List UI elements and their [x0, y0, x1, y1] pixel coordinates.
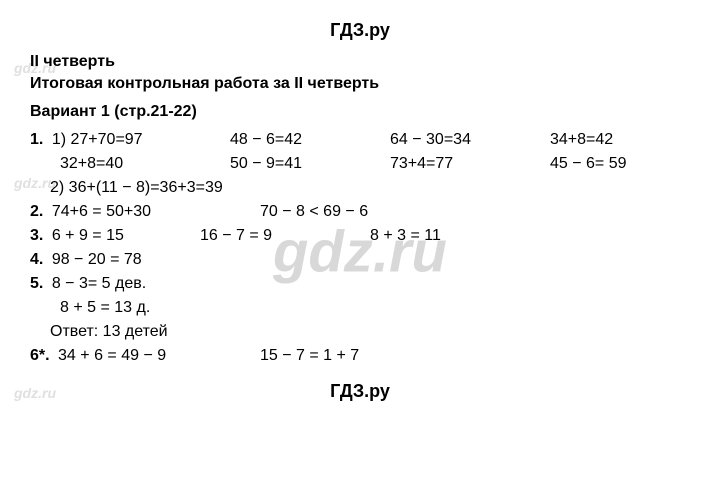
- p2-b: 70 − 8 < 69 − 6: [260, 203, 368, 221]
- p1-r1-c: 64 − 30=34: [390, 131, 550, 149]
- p6-a: 34 + 6 = 49 − 9: [58, 347, 166, 364]
- p3-a: 6 + 9 = 15: [52, 227, 124, 244]
- p1-label: 1.: [30, 131, 43, 148]
- p5-line1: 5. 8 − 3= 5 дев.: [30, 275, 690, 293]
- p1-r2-a: 32+8=40: [60, 155, 230, 173]
- p1-r2-b: 50 − 9=41: [230, 155, 390, 173]
- p1-r1-a: 27+70=97: [71, 131, 143, 148]
- p2-a: 74+6 = 50+30: [52, 203, 151, 220]
- p6-b: 15 − 7 = 1 + 7: [260, 347, 359, 365]
- p4-row: 4. 98 − 20 = 78: [30, 251, 690, 269]
- variant-label: Вариант 1 (стр.21-22): [30, 103, 690, 121]
- p3-b: 16 − 7 = 9: [200, 227, 370, 245]
- content-area: II четверть Итоговая контрольная работа …: [30, 53, 690, 365]
- p1-r1-b: 48 − 6=42: [230, 131, 390, 149]
- p6-row: 6*. 34 + 6 = 49 − 9 15 − 7 = 1 + 7: [30, 347, 690, 365]
- p5-label: 5.: [30, 275, 43, 292]
- subtitle: Итоговая контрольная работа за II четвер…: [30, 75, 690, 93]
- p3-row: 3. 6 + 9 = 15 16 − 7 = 9 8 + 3 = 11: [30, 227, 690, 245]
- page-header: ГДЗ.ру: [30, 20, 690, 41]
- p4-text: 98 − 20 = 78: [52, 251, 142, 268]
- p1-part1-label: 1): [52, 131, 66, 148]
- p4-label: 4.: [30, 251, 43, 268]
- p1-r1-d: 34+8=42: [550, 131, 690, 149]
- p1-row2: 32+8=40 50 − 9=41 73+4=77 45 − 6= 59: [30, 155, 690, 173]
- p3-c: 8 + 3 = 11: [370, 227, 441, 245]
- p1-r2-c: 73+4=77: [390, 155, 550, 173]
- section-label: II четверть: [30, 53, 690, 71]
- p5-answer: Ответ: 13 детей: [30, 323, 690, 341]
- p6-label: 6*.: [30, 347, 50, 364]
- p5-line2: 8 + 5 = 13 д.: [30, 299, 690, 317]
- page-footer: ГДЗ.ру: [30, 381, 690, 402]
- p2-row: 2. 74+6 = 50+30 70 − 8 < 69 − 6: [30, 203, 690, 221]
- p2-label: 2.: [30, 203, 43, 220]
- p1-r2-d: 45 − 6= 59: [550, 155, 690, 173]
- p1-part2: 2) 36+(11 − 8)=36+3=39: [30, 179, 690, 197]
- p1-row1: 1. 1) 27+70=97 48 − 6=42 64 − 30=34 34+8…: [30, 131, 690, 149]
- p3-label: 3.: [30, 227, 43, 244]
- p5-l1: 8 − 3= 5 дев.: [52, 275, 146, 292]
